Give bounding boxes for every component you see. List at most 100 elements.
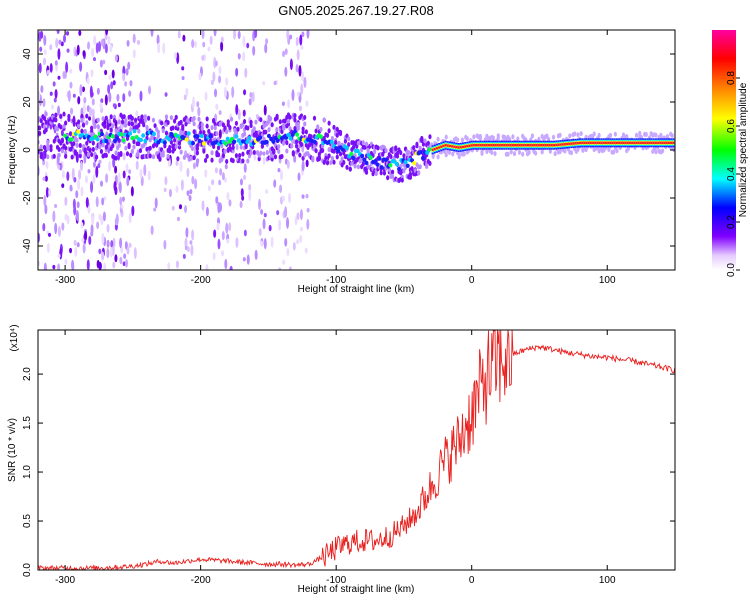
- spectrogram-cell: [64, 145, 68, 151]
- spectrogram-cell: [99, 131, 104, 137]
- spectrogram-cell: [44, 175, 48, 182]
- spectrogram-cell: [298, 152, 302, 158]
- spectrogram-cell: [57, 147, 61, 153]
- spectrogram-cell: [109, 114, 113, 120]
- spectrogram-cell: [104, 153, 108, 159]
- spectrogram-cell: [118, 181, 122, 194]
- spectrogram-cell: [80, 222, 84, 229]
- spectrogram-cell: [249, 150, 253, 156]
- spectrogram-cell: [91, 147, 95, 153]
- spectrogram-cell: [249, 123, 253, 129]
- spectrogram-cell: [327, 128, 331, 134]
- spectrogram-cell: [264, 139, 269, 145]
- spectrogram-cell: [128, 242, 132, 248]
- spectrogram-cell: [373, 149, 377, 155]
- spectrogram-cell: [242, 119, 247, 125]
- spectrogram-cell: [177, 140, 182, 146]
- spectrogram-cell: [207, 128, 211, 134]
- snr-x-tick-label: -100: [326, 575, 346, 586]
- spectrogram-cell: [208, 137, 212, 143]
- spectrogram-cell: [234, 153, 239, 159]
- spectrogram-cell: [64, 120, 68, 126]
- spectrogram-cell: [44, 111, 48, 117]
- spectrogram-cell: [298, 65, 302, 77]
- snr-series: [38, 330, 675, 570]
- spectrogram-cell: [405, 163, 410, 168]
- spectrogram-cell: [43, 262, 47, 270]
- spectrogram-cell: [219, 168, 223, 176]
- spectrogram-cell: [101, 251, 105, 261]
- spectrogram-cell: [76, 201, 80, 209]
- spectrogram-cell: [303, 76, 307, 88]
- spectrogram-cell: [75, 142, 79, 148]
- spectrogram-cell: [566, 142, 569, 146]
- spectrogram-cell: [650, 141, 653, 144]
- spectrogram-cell: [69, 81, 73, 89]
- spectrogram-cell: [129, 152, 133, 158]
- spectrogram-cell: [125, 68, 129, 76]
- spectrogram-cell: [258, 135, 263, 140]
- spectrogram-cell: [115, 136, 120, 141]
- spectrogram-cell: [589, 141, 592, 144]
- spectrogram-cell: [90, 69, 94, 78]
- spectrogram-cell: [254, 30, 258, 39]
- spectrogram-cell: [286, 247, 290, 257]
- spectrogram-cell: [80, 186, 84, 197]
- spectrogram-cell: [568, 133, 572, 139]
- spectrogram-cell: [296, 147, 300, 153]
- spectrogram-cell: [270, 236, 274, 248]
- spectrogram-x-tick-label: 0: [469, 275, 475, 286]
- spectrogram-cell: [120, 204, 124, 209]
- spectrogram-cell: [112, 80, 116, 86]
- spectrogram-cell: [553, 151, 557, 157]
- spectrogram-cell: [208, 133, 213, 139]
- spectrogram-cell: [92, 174, 96, 184]
- spectrogram-cell: [91, 108, 95, 117]
- spectrogram-cell: [42, 98, 46, 108]
- spectrogram-cell: [218, 65, 222, 75]
- spectrogram-cell: [154, 197, 158, 209]
- spectrogram-cell: [624, 141, 627, 144]
- spectrogram-cell: [189, 188, 193, 195]
- spectrogram-cell: [98, 41, 102, 52]
- spectrogram-cell: [218, 75, 222, 84]
- spectrogram-cell: [40, 30, 44, 39]
- spectrogram-cell: [295, 64, 299, 73]
- spectrogram-cell: [174, 114, 178, 120]
- spectrogram-cell: [40, 85, 44, 93]
- spectrogram-cell: [110, 240, 114, 248]
- spectrogram-cell: [551, 134, 556, 140]
- spectrogram-cell: [440, 145, 443, 148]
- spectrogram-cell: [265, 150, 269, 156]
- spectrogram-cell: [133, 117, 138, 123]
- spectrogram-cell: [186, 153, 190, 159]
- spectrogram-cell: [281, 195, 285, 202]
- spectrogram-cell: [268, 224, 272, 232]
- spectrogram-cell: [288, 114, 292, 120]
- spectrogram-cell: [48, 232, 52, 237]
- spectrogram-cell: [573, 131, 577, 137]
- spectrogram-cell: [465, 136, 469, 142]
- spectrogram-cell: [209, 35, 213, 45]
- spectrogram-cell: [403, 160, 408, 165]
- spectrogram-cell: [93, 35, 97, 46]
- spectrogram-cell: [126, 40, 130, 47]
- spectrogram-cell: [202, 148, 206, 154]
- spectrogram-cell: [122, 261, 126, 266]
- spectrogram-cell: [506, 151, 510, 157]
- spectrogram-cell: [38, 232, 41, 243]
- spectrogram-cell: [49, 44, 53, 51]
- spectrogram-cell: [119, 132, 124, 137]
- spectrogram-cell: [111, 123, 115, 129]
- spectrogram-cell: [277, 144, 281, 150]
- spectrogram-cell: [626, 141, 629, 144]
- spectrogram-cell: [186, 190, 190, 197]
- spectrogram-cell: [156, 133, 160, 139]
- spectrogram-cell: [231, 145, 235, 151]
- spectrogram-cell: [130, 149, 134, 155]
- spectrogram-cell: [54, 204, 58, 209]
- spectrogram-cell: [491, 135, 495, 141]
- spectrogram-cell: [98, 213, 102, 221]
- spectrogram-cell: [555, 143, 558, 147]
- spectrogram-cell: [83, 129, 87, 135]
